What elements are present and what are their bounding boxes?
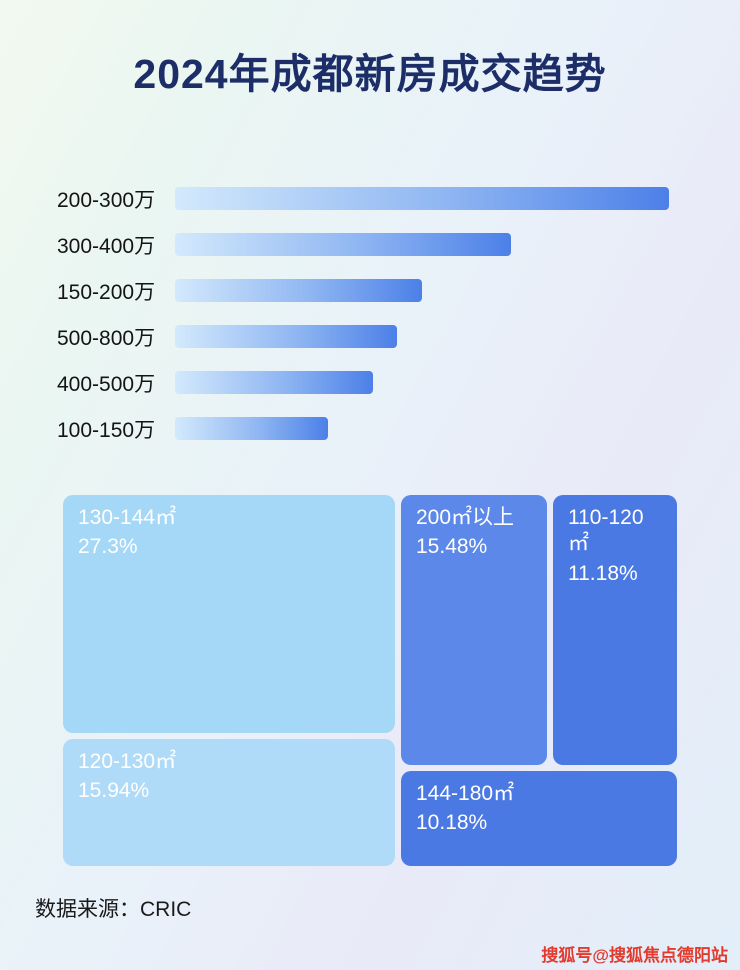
treemap-cell-value: 15.48% [416,535,488,559]
treemap-cell-label: 200㎡以上 [416,506,515,529]
watermark-text: 搜狐号@搜狐焦点德阳站 [541,946,728,965]
treemap-cell-value: 10.18% [416,811,488,835]
bar-row: 400-500万 [57,371,669,396]
bar-row: 150-200万 [57,279,669,304]
bar [175,371,373,394]
treemap-cell: 110-120㎡ 11.18% [553,495,677,765]
bar [175,187,669,210]
bar-track [175,187,669,210]
treemap-cell: 200㎡以上 15.48% [401,495,547,765]
bar [175,417,329,440]
bar-category-label: 400-500万 [57,372,156,396]
area-range-treemap: 130-144㎡ 27.3% 120-130㎡ 15.94% 200㎡以上 15.48% 1… [63,495,677,866]
bar-row: 100-150万 [57,417,669,442]
treemap-cell-label: 110-120㎡ [568,506,644,556]
data-source-label: 数据来源：CRIC [35,898,192,921]
treemap-cell-label: 130-144㎡ [78,506,177,529]
treemap-cell: 120-130㎡ 15.94% [63,739,395,866]
treemap-cell-value: 15.94% [78,779,150,803]
bar-category-label: 100-150万 [57,418,156,442]
bar-category-label: 500-800万 [57,326,156,350]
bar-row: 500-800万 [57,325,669,350]
treemap-cell-value: 27.3% [78,535,138,559]
treemap-cell-label: 144-180㎡ [416,782,515,805]
bar-category-label: 150-200万 [57,280,156,304]
bar-track [175,417,669,440]
treemap-cell: 144-180㎡ 10.18% [401,771,677,866]
bar-track [175,233,669,256]
treemap-cell: 130-144㎡ 27.3% [63,495,395,733]
page-title: 2024年成都新房成交趋势 [133,51,607,97]
bar [175,233,511,256]
bar [175,325,398,348]
bar-row: 300-400万 [57,233,669,258]
bar-row: 200-300万 [57,187,669,212]
treemap-cell-value: 11.18% [568,561,638,585]
bar-category-label: 300-400万 [57,234,156,258]
bar-track [175,279,669,302]
bar-track [175,325,669,348]
bar [175,279,422,302]
treemap-cell-label: 120-130㎡ [78,750,177,773]
price-range-bar-chart: 200-300万 300-400万 150-200万 500-800万 400-500万… [57,187,669,463]
bar-category-label: 200-300万 [57,188,156,212]
bar-track [175,371,669,394]
